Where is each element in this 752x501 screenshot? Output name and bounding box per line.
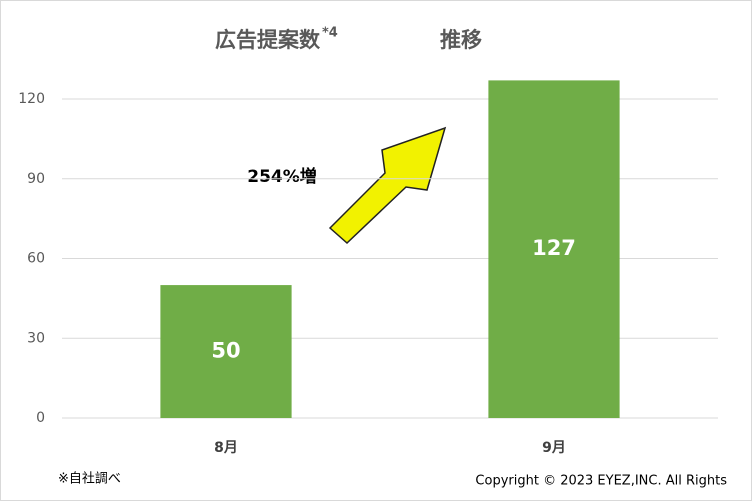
value-label: 50 <box>211 339 240 363</box>
y-tick-label: 0 <box>36 410 45 426</box>
y-tick-label: 120 <box>18 91 45 107</box>
y-tick-label: 30 <box>27 330 45 346</box>
annotation: 254%増 <box>247 166 317 187</box>
x-tick-label: 8月 <box>214 440 238 456</box>
bar <box>488 80 620 419</box>
source-note: ※自社調べ <box>58 471 121 487</box>
chart-title: 広告提案数 <box>215 28 321 52</box>
copyright: Copyright © 2023 EYEZ,INC. All Rights <box>475 474 727 489</box>
y-tick-label: 90 <box>27 171 45 187</box>
value-label: 127 <box>532 236 576 260</box>
bar <box>160 285 292 418</box>
title-suffix: 推移 <box>440 28 482 52</box>
title-note: *4 <box>322 26 338 41</box>
y-tick-label: 60 <box>27 251 45 267</box>
growth-arrow <box>328 126 447 245</box>
x-tick-label: 9月 <box>542 440 566 456</box>
